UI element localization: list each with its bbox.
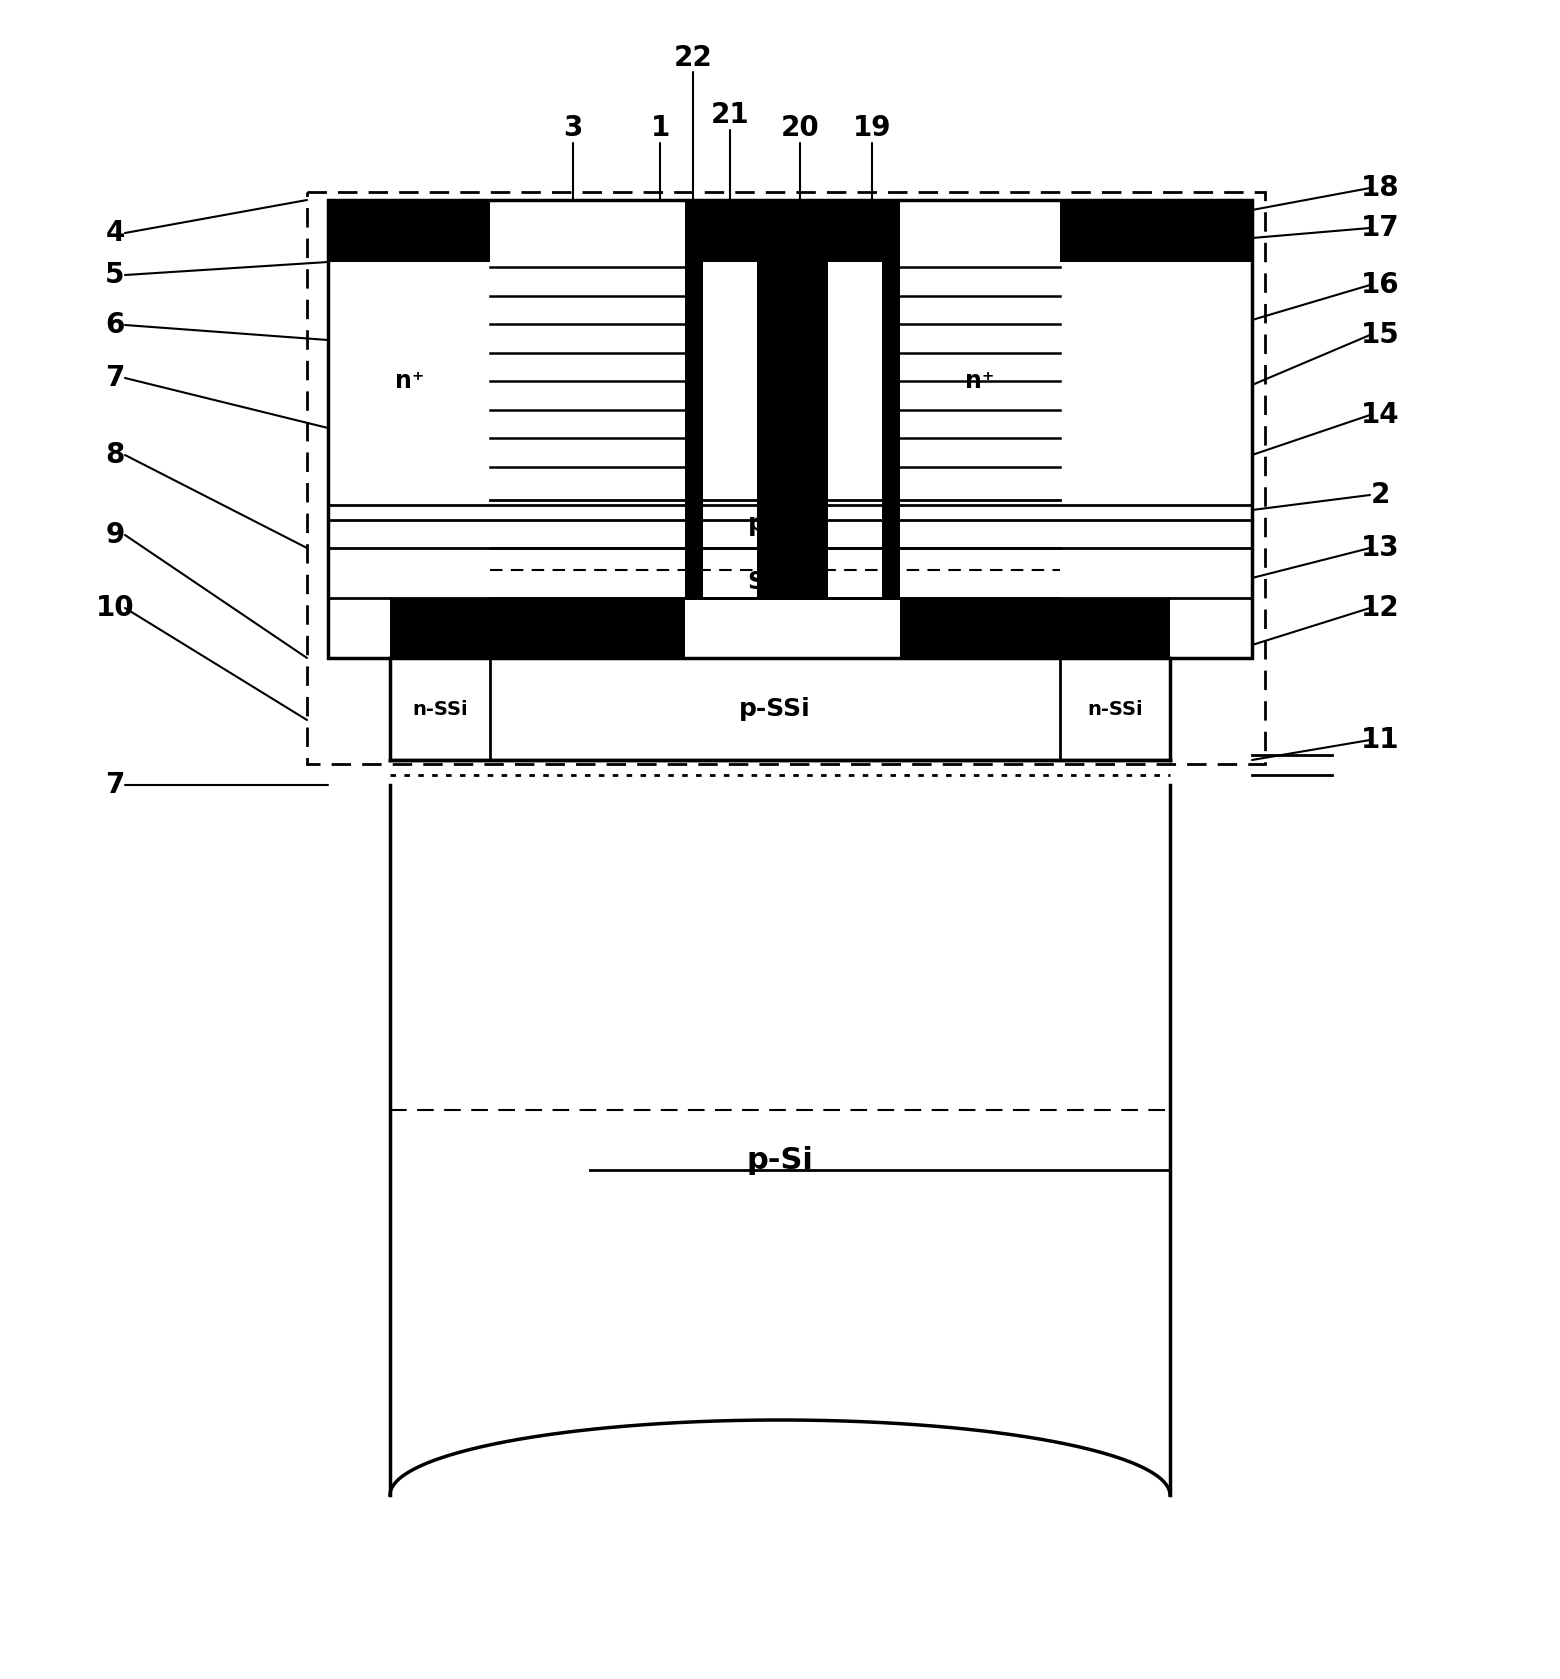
Text: 22: 22 — [674, 44, 713, 72]
Bar — [685, 262, 704, 598]
Text: 1: 1 — [651, 114, 669, 143]
Bar — [390, 658, 1170, 761]
Text: n⁺: n⁺ — [966, 369, 995, 393]
Bar — [328, 200, 1253, 658]
Text: 8: 8 — [106, 442, 125, 468]
Text: 9: 9 — [106, 520, 125, 549]
Text: 3: 3 — [563, 114, 583, 143]
Text: 21: 21 — [711, 101, 749, 129]
Text: 15: 15 — [1360, 321, 1399, 349]
Bar — [328, 200, 1253, 658]
Bar — [490, 262, 685, 500]
Bar — [1059, 598, 1170, 658]
Bar — [757, 200, 828, 598]
Bar — [900, 262, 1059, 500]
Text: n-SSi: n-SSi — [412, 700, 468, 719]
Text: n-SSi: n-SSi — [1087, 700, 1143, 719]
Text: SiO₂: SiO₂ — [747, 569, 803, 594]
Text: p-Si: p-Si — [747, 512, 802, 536]
Text: 14: 14 — [1360, 401, 1399, 430]
Bar — [490, 598, 685, 658]
Text: 17: 17 — [1360, 213, 1399, 242]
Bar — [685, 200, 900, 262]
Text: 7: 7 — [106, 771, 125, 799]
Text: 10: 10 — [95, 594, 134, 621]
Text: 4: 4 — [106, 218, 125, 247]
Text: 7: 7 — [106, 364, 125, 391]
Bar — [490, 547, 1059, 598]
Bar — [307, 191, 1265, 764]
Text: 12: 12 — [1360, 594, 1399, 621]
Text: 11: 11 — [1360, 725, 1399, 754]
Text: p-SSi: p-SSi — [739, 697, 811, 720]
Bar — [881, 262, 900, 598]
Text: 5: 5 — [105, 260, 125, 289]
Bar — [900, 598, 1059, 658]
Text: 13: 13 — [1360, 534, 1399, 562]
Text: 6: 6 — [106, 311, 125, 339]
Text: 2: 2 — [1370, 480, 1390, 509]
Bar — [328, 200, 490, 262]
Bar — [390, 598, 490, 658]
Text: 20: 20 — [780, 114, 819, 143]
Bar — [490, 500, 1059, 547]
Text: p-Si: p-Si — [747, 1145, 813, 1175]
Bar — [1059, 200, 1253, 262]
Text: 18: 18 — [1360, 175, 1399, 201]
Text: 19: 19 — [853, 114, 891, 143]
Text: n⁺: n⁺ — [395, 369, 424, 393]
Text: 16: 16 — [1360, 270, 1399, 299]
